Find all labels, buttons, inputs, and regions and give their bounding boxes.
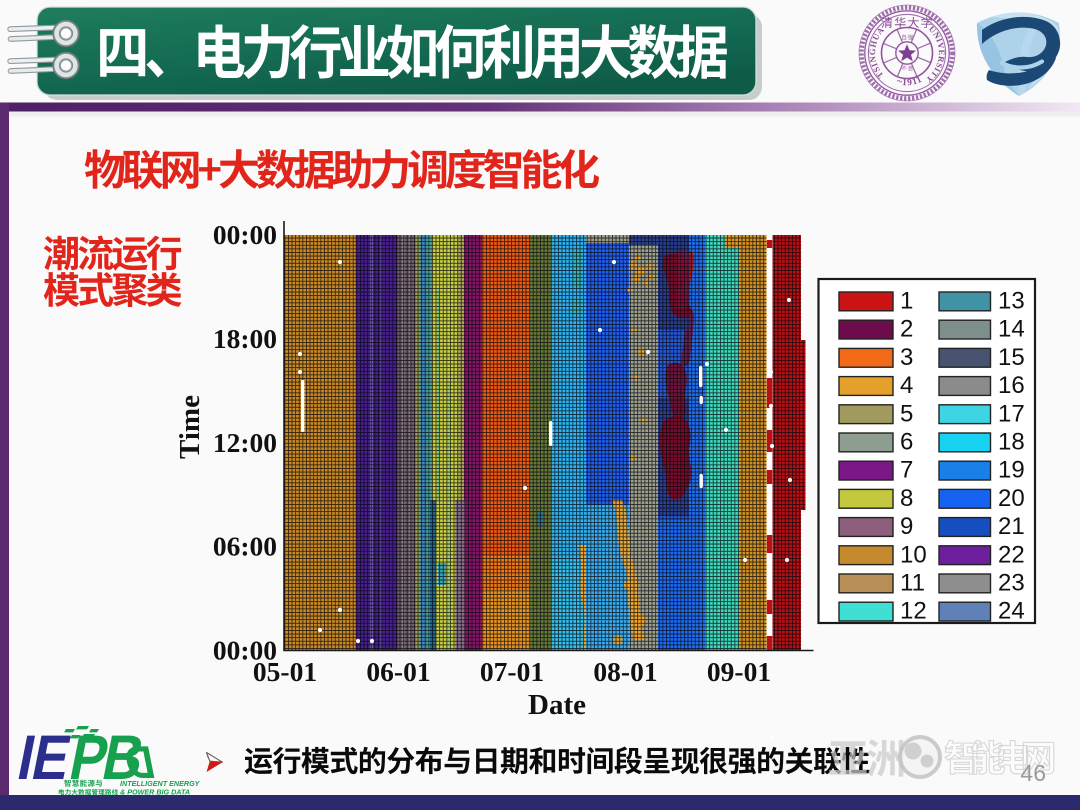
svg-text:13: 13 [998,288,1025,315]
svg-text:21: 21 [998,513,1025,540]
svg-text:46: 46 [1020,760,1046,786]
svg-text:23: 23 [998,570,1025,597]
svg-text:12:00: 12:00 [213,427,277,458]
svg-text:12: 12 [900,598,927,625]
svg-text:15: 15 [998,344,1025,371]
svg-text:& POWER BIG DATA: & POWER BIG DATA [120,788,190,797]
svg-text:07-01: 07-01 [480,656,544,687]
svg-text:Time: Time [174,395,206,459]
svg-text:09-01: 09-01 [707,656,771,687]
svg-text:18:00: 18:00 [213,323,277,354]
svg-text:20: 20 [998,485,1025,512]
svg-text:4: 4 [900,372,913,399]
svg-text:Date: Date [528,689,586,721]
svg-text:05-01: 05-01 [253,656,317,687]
svg-text:10: 10 [900,541,927,568]
svg-text:8: 8 [900,485,913,512]
svg-text:22: 22 [998,541,1025,568]
svg-text:17: 17 [998,400,1025,427]
svg-text:1: 1 [900,288,913,315]
svg-text:7: 7 [900,457,913,484]
svg-text:2: 2 [900,316,913,343]
svg-text:00:00: 00:00 [213,635,277,666]
svg-text:14: 14 [998,316,1025,343]
svg-text:16: 16 [998,372,1025,399]
svg-text:11: 11 [900,570,925,597]
svg-text:08-01: 08-01 [593,656,657,687]
svg-text:18: 18 [998,429,1025,456]
svg-text:INTELLIGENT ENERGY: INTELLIGENT ENERGY [120,779,201,788]
svg-text:06-01: 06-01 [366,656,430,687]
svg-text:6: 6 [900,429,913,456]
svg-text:24: 24 [998,598,1025,625]
svg-text:3: 3 [900,344,913,371]
svg-text:5: 5 [900,400,913,427]
svg-text:9: 9 [900,513,913,540]
svg-text:06:00: 06:00 [213,531,277,562]
svg-text:00:00: 00:00 [213,219,277,250]
svg-text:19: 19 [998,457,1025,484]
